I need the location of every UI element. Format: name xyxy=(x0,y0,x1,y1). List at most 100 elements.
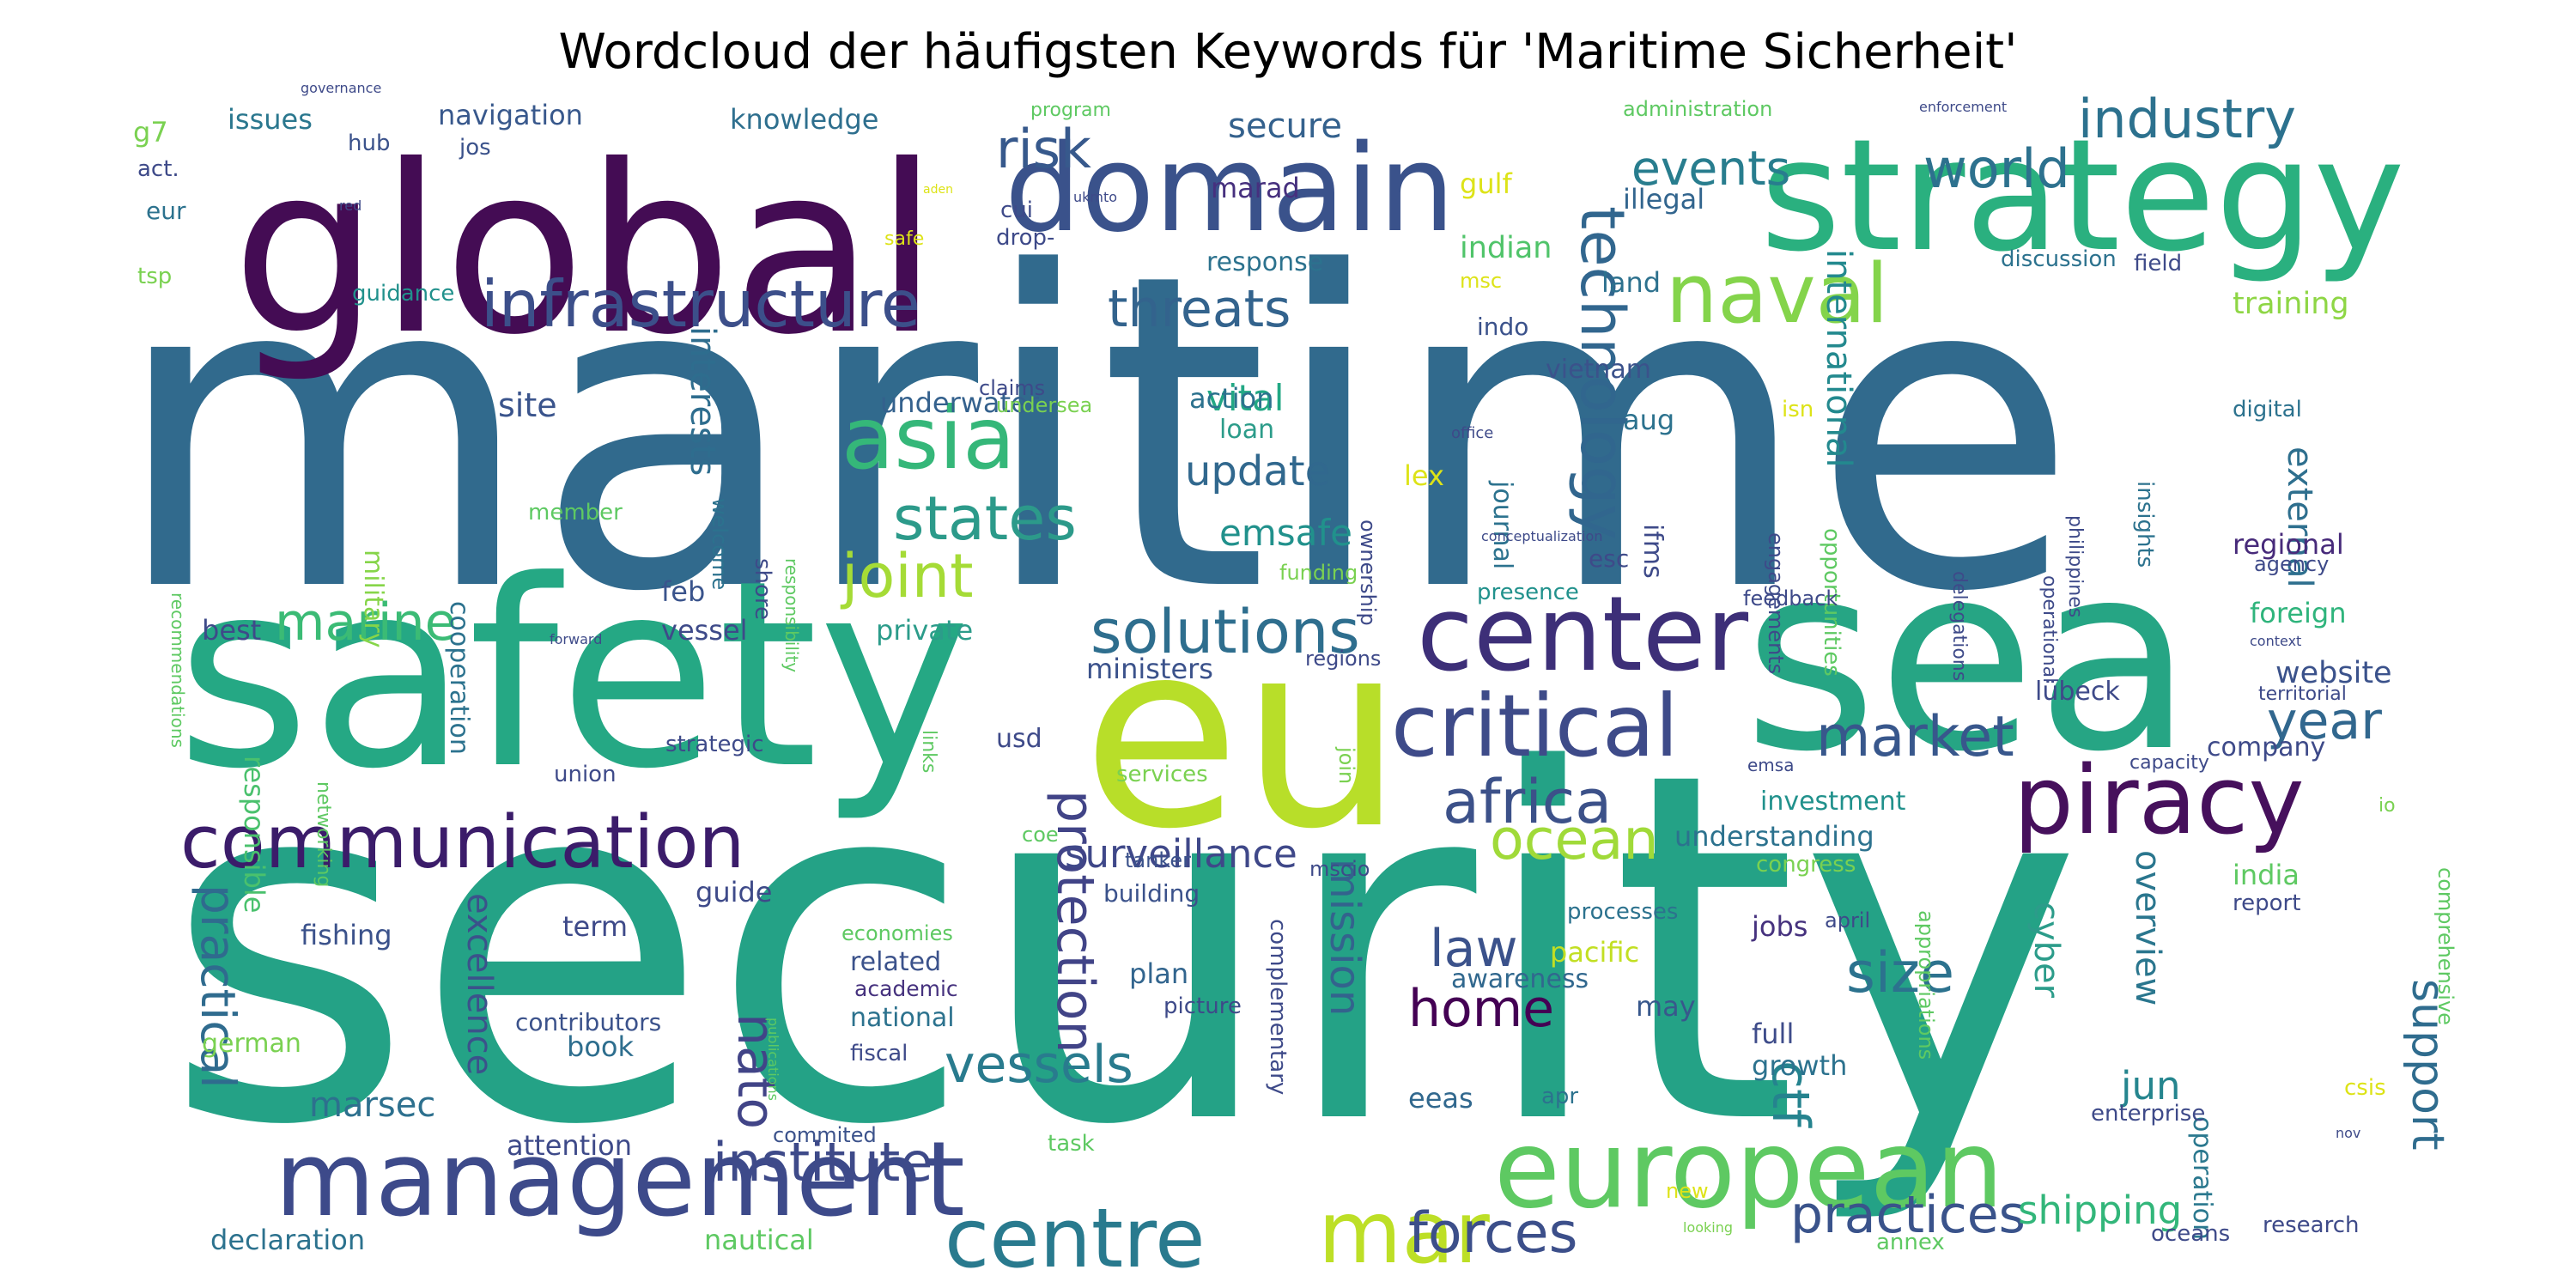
word-india: india xyxy=(2233,859,2300,891)
word-esc: esc xyxy=(1589,544,1629,573)
word-growth: growth xyxy=(1752,1049,1847,1082)
word-feb: feb xyxy=(661,575,705,608)
word-regional: regional xyxy=(2233,528,2344,561)
word-enforcement: enforcement xyxy=(1919,99,2007,115)
word-ownership: ownership xyxy=(1356,519,1380,626)
word-research: research xyxy=(2263,1212,2359,1238)
word-management: management xyxy=(275,1121,965,1240)
word-centre: centre xyxy=(945,1192,1206,1286)
word-website: website xyxy=(2275,656,2392,690)
word-eeas: eeas xyxy=(1408,1082,1473,1115)
word-act: act. xyxy=(137,156,179,182)
word-understanding: understanding xyxy=(1674,820,1874,853)
word-oceans: oceans xyxy=(2151,1221,2230,1247)
word-jun: jun xyxy=(2120,1063,2181,1109)
word-technology: technology xyxy=(1567,206,1637,540)
word-plan: plan xyxy=(1129,957,1188,990)
word-full: full xyxy=(1752,1018,1794,1050)
word-comprehensive: comprehensive xyxy=(2433,867,2458,1025)
word-program: program xyxy=(1030,100,1111,121)
word-vessel: vessel xyxy=(661,614,748,647)
word-best: best xyxy=(202,614,261,647)
word-asia: asia xyxy=(841,388,1015,489)
word-emsafe: emsafe xyxy=(1219,512,1352,554)
word-surveillance: surveillance xyxy=(1065,831,1297,877)
word-states: states xyxy=(893,483,1077,554)
word-regions: regions xyxy=(1305,647,1381,671)
word-vital: vital xyxy=(1206,377,1284,419)
word-practices: practices xyxy=(1790,1185,2026,1245)
word-capacity: capacity xyxy=(2129,752,2209,774)
word-indian: indian xyxy=(1460,231,1552,265)
word-coe: coe xyxy=(1022,823,1059,847)
word-company: company xyxy=(2207,732,2325,762)
word-term: term xyxy=(562,910,628,943)
word-mscio: mscio xyxy=(1309,857,1370,881)
word-presence: presence xyxy=(1477,580,1579,605)
word-national: national xyxy=(850,1003,955,1033)
word-ukmto: ukmto xyxy=(1073,189,1117,205)
word-vessels: vessels xyxy=(945,1035,1133,1095)
word-tanker: tanker xyxy=(1125,848,1191,872)
word-marad: marad xyxy=(1211,172,1300,204)
word-ocean: ocean xyxy=(1490,808,1659,872)
word-awareness: awareness xyxy=(1451,964,1589,994)
word-contributors: contributors xyxy=(515,1008,661,1036)
word-member: member xyxy=(528,500,623,526)
word-support: support xyxy=(2402,979,2453,1151)
word-looking: looking xyxy=(1683,1219,1733,1236)
word-africa: africa xyxy=(1443,767,1612,837)
word-field: field xyxy=(2134,251,2182,276)
word-red: red xyxy=(339,197,361,214)
word-pacific: pacific xyxy=(1550,936,1639,969)
word-global: global xyxy=(232,115,939,386)
word-services: services xyxy=(1116,762,1208,787)
word-welcome: welcome xyxy=(708,498,732,590)
word-navigation: navigation xyxy=(438,99,583,131)
word-annex: annex xyxy=(1876,1230,1945,1255)
word-drop: drop- xyxy=(996,225,1054,251)
word-operation: operation xyxy=(2187,1116,2217,1240)
word-economies: economies xyxy=(841,921,953,945)
word-may: may xyxy=(1636,990,1696,1023)
word-governance: governance xyxy=(301,80,381,96)
word-picture: picture xyxy=(1163,993,1242,1019)
word-administration: administration xyxy=(1623,97,1772,121)
word-operational: operational xyxy=(2038,575,2060,683)
word-vietnam: vietnam xyxy=(1546,355,1651,385)
word-critical: critical xyxy=(1391,676,1679,776)
word-responsibility: responsibility xyxy=(781,558,802,672)
word-g7: g7 xyxy=(133,116,168,149)
word-territorial: territorial xyxy=(2258,683,2347,705)
word-book: book xyxy=(567,1030,634,1063)
word-new: new xyxy=(1666,1179,1709,1203)
word-foreign: foreign xyxy=(2250,597,2346,629)
word-complementary: complementary xyxy=(1265,919,1291,1095)
word-nautical: nautical xyxy=(704,1224,814,1256)
word-building: building xyxy=(1103,879,1200,908)
word-opportunities: opportunities xyxy=(1819,528,1844,677)
word-cyber: cyber xyxy=(2026,902,2066,999)
word-underwater: underwater xyxy=(880,386,1040,419)
word-processes: processes xyxy=(1567,899,1678,925)
word-secure: secure xyxy=(1228,106,1342,146)
word-practical: practical xyxy=(191,884,246,1089)
word-military: military xyxy=(358,550,388,647)
word-isn: isn xyxy=(1782,397,1814,422)
word-emsa: emsa xyxy=(1747,755,1794,775)
word-law: law xyxy=(1430,919,1518,979)
word-csis: csis xyxy=(2344,1075,2386,1101)
word-ifms: ifms xyxy=(1637,524,1668,579)
word-domain: domain xyxy=(1005,119,1455,259)
word-networking: networking xyxy=(313,781,334,887)
word-lübeck: lübeck xyxy=(2035,677,2120,707)
word-security: security xyxy=(163,671,2083,1230)
word-mar: mar xyxy=(1318,1182,1491,1283)
word-excellence: excellence xyxy=(459,893,499,1075)
word-strategic: strategic xyxy=(665,732,764,757)
word-report: report xyxy=(2233,890,2300,916)
word-tsp: tsp xyxy=(137,264,172,289)
word-protection: protection xyxy=(1045,790,1105,1054)
word-issues: issues xyxy=(228,103,313,136)
word-msc: msc xyxy=(1460,269,1502,293)
